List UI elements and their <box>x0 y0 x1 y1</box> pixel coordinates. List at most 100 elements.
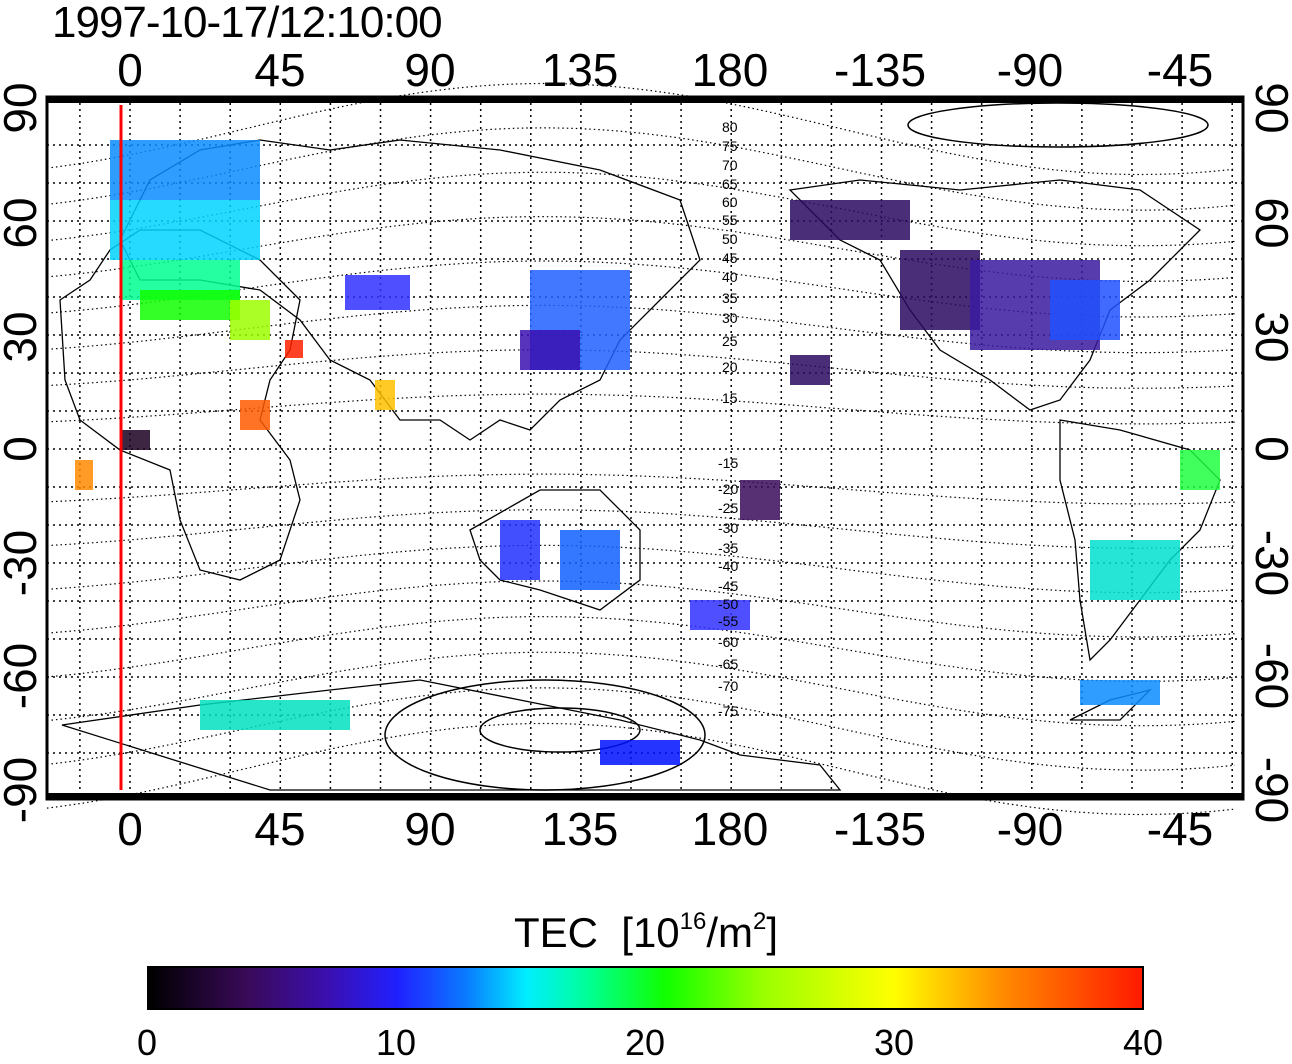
tec-cell-patch <box>285 340 303 358</box>
unit-prefix: [10 <box>621 909 680 956</box>
unit-mid: /m <box>706 909 754 956</box>
mag-lat-label: 25 <box>722 333 738 349</box>
lon-tick-top: 90 <box>404 44 455 96</box>
lon-tick-top: -90 <box>997 44 1063 96</box>
lat-tick-left: -90 <box>0 757 46 823</box>
lon-tick-bottom: -45 <box>1147 803 1213 855</box>
lon-tick-bottom: 180 <box>692 803 769 855</box>
mag-lat-contour <box>46 651 1236 727</box>
coastline <box>469 489 641 611</box>
mag-lat-label: -35 <box>718 540 738 556</box>
colorbar <box>147 966 1144 1010</box>
coastline <box>61 679 842 791</box>
unit-exp2: 2 <box>753 908 767 935</box>
mag-lat-contour <box>46 509 1236 549</box>
mag-lat-label: -30 <box>718 520 738 536</box>
colorbar-label: TEC <box>513 909 598 956</box>
tec-cell-patch <box>200 700 350 730</box>
lat-tick-left: 0 <box>0 436 46 462</box>
mag-lat-label: -60 <box>718 634 738 650</box>
tec-cell-patch <box>240 400 270 430</box>
tec-cell-patch <box>690 600 750 630</box>
mag-lat-contour <box>46 349 1236 389</box>
tec-cell-patch <box>345 275 410 310</box>
coastline <box>119 139 701 441</box>
tec-cell-patch <box>790 355 830 385</box>
lon-tick-top: -135 <box>834 44 926 96</box>
tec-cell-patch <box>1050 280 1120 340</box>
mag-lat-contour <box>46 171 1236 247</box>
mag-lat-label: 40 <box>722 269 738 285</box>
lat-tick-right: -30 <box>1246 530 1292 596</box>
tec-cell-patch <box>900 250 980 330</box>
mag-lat-label: 55 <box>722 212 738 228</box>
mag-lat-label: 50 <box>722 231 738 247</box>
tec-cell-patch <box>520 330 580 370</box>
mag-lat-label: 80 <box>722 119 738 135</box>
lon-tick-bottom: 45 <box>254 803 305 855</box>
lat-tick-right: 0 <box>1246 436 1292 462</box>
mag-lat-label: 35 <box>722 290 738 306</box>
mag-lat-label: -50 <box>718 596 738 612</box>
mag-lat-label: 45 <box>722 250 738 266</box>
tec-cell-patch <box>110 200 260 260</box>
mag-lat-label: 60 <box>722 194 738 210</box>
tec-cell-patch <box>1090 540 1180 600</box>
colorbar-tick: 30 <box>873 1022 915 1063</box>
north-mag-pole-contour <box>907 102 1209 148</box>
mag-lat-contour <box>46 544 1236 594</box>
colorbar-tick: 10 <box>375 1022 417 1063</box>
mag-lat-label: -40 <box>718 558 738 574</box>
mag-lat-contour <box>46 393 1236 425</box>
mag-lat-contour <box>46 722 1236 816</box>
mag-lat-label: -55 <box>718 613 738 629</box>
colorbar-title: TEC [1016/m2] <box>0 908 1292 957</box>
lon-tick-bottom: 90 <box>404 803 455 855</box>
lon-tick-top: 0 <box>117 44 143 96</box>
mag-lat-contour <box>46 473 1236 505</box>
lat-tick-left: 90 <box>0 82 46 133</box>
tec-cell-patch <box>560 530 620 590</box>
mag-lat-label: -25 <box>718 500 738 516</box>
mag-lat-label: -70 <box>718 678 738 694</box>
mag-lat-label: 20 <box>722 359 738 375</box>
mag-lat-contour <box>46 580 1236 638</box>
unit-exp1: 16 <box>679 908 707 935</box>
mag-lat-label: -75 <box>718 703 738 719</box>
south-mag-pole-contour <box>384 679 706 791</box>
lat-tick-right: -60 <box>1246 643 1292 709</box>
tec-cell-patch <box>120 430 150 450</box>
tec-cell-patch <box>75 460 93 490</box>
axis-labels: 0 45 90 135 180 -135 -90 -450 45 90 135 180 -135 -90-… <box>0 44 1292 855</box>
lat-tick-right: 60 <box>1246 197 1292 248</box>
tec-cell-patch <box>1180 450 1220 490</box>
lat-tick-right: -90 <box>1246 757 1292 823</box>
lat-tick-left: 60 <box>0 197 46 248</box>
mag-lat-label: 75 <box>722 138 738 154</box>
tec-cells <box>75 140 1220 765</box>
tec-cell-patch <box>230 300 270 340</box>
map-title: 1997-10-17/12:10:00 <box>52 0 443 47</box>
tec-cell-patch <box>110 140 260 200</box>
mag-lat-label: 65 <box>722 176 738 192</box>
colorbar-tick: 0 <box>136 1022 158 1063</box>
lon-tick-top: -45 <box>1147 44 1213 96</box>
unit-suffix: ] <box>766 909 779 956</box>
mag-lat-label: -15 <box>718 455 738 471</box>
lon-tick-top: 180 <box>692 44 769 96</box>
lat-tick-right: 30 <box>1246 311 1292 362</box>
tec-cell-patch <box>1080 680 1160 705</box>
mag-lat-label: -65 <box>718 656 738 672</box>
lon-tick-top: 135 <box>542 44 619 96</box>
frame-top-band <box>47 97 1243 103</box>
lon-tick-bottom: -135 <box>834 803 926 855</box>
mag-lat-label: -45 <box>718 578 738 594</box>
lon-tick-bottom: 135 <box>542 803 619 855</box>
tec-cell-patch <box>790 200 910 240</box>
lat-tick-left: -30 <box>0 530 46 596</box>
mag-lat-label: 70 <box>722 157 738 173</box>
colorbar-tick: 40 <box>1122 1022 1164 1063</box>
lon-tick-bottom: 0 <box>117 803 143 855</box>
lat-tick-left: 30 <box>0 311 46 362</box>
